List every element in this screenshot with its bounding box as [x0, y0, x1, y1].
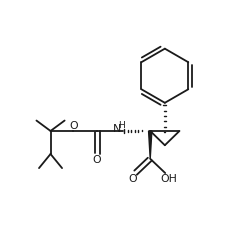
Text: OH: OH [160, 173, 177, 183]
Text: H: H [118, 121, 125, 129]
Text: O: O [93, 155, 101, 165]
Text: O: O [128, 173, 137, 183]
Text: O: O [69, 120, 78, 130]
Polygon shape [149, 131, 152, 159]
Text: N: N [113, 123, 121, 133]
